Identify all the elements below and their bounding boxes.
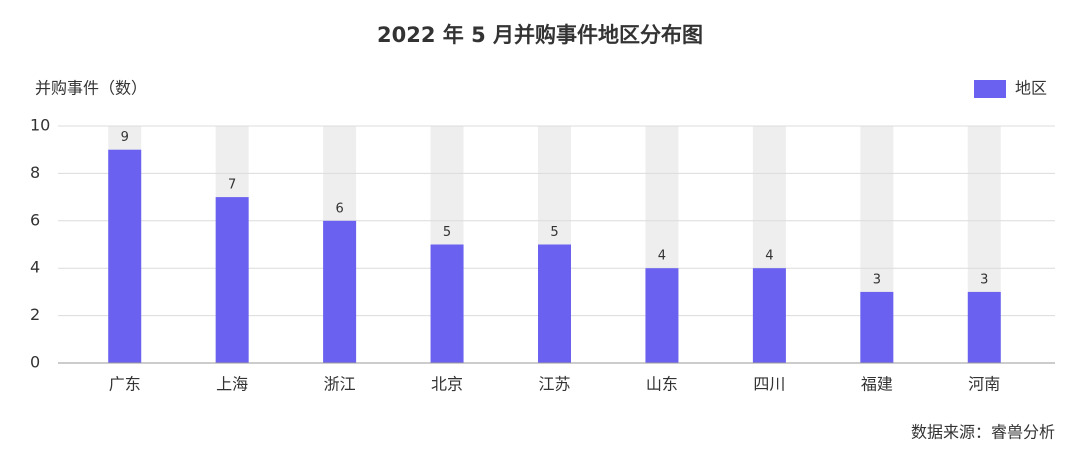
x-tick-label: 山东 — [646, 375, 678, 394]
y-tick-label: 0 — [30, 353, 40, 372]
data-label: 3 — [980, 272, 988, 287]
x-tick-label: 河南 — [968, 375, 1000, 394]
bar — [108, 149, 142, 363]
data-label: 5 — [550, 225, 558, 240]
legend-swatch — [974, 80, 1006, 98]
y-tick-label: 6 — [30, 210, 40, 229]
data-label: 3 — [873, 272, 881, 287]
y-tick-label: 2 — [30, 305, 40, 324]
bar — [967, 291, 1001, 363]
y-axis-label: 并购事件（数） — [35, 79, 147, 98]
legend-label: 地区 — [1015, 79, 1047, 98]
bar — [645, 268, 679, 363]
x-tick-label: 福建 — [861, 375, 893, 394]
x-tick-label: 广东 — [109, 375, 141, 394]
x-tick-label: 上海 — [216, 375, 248, 394]
data-label: 6 — [335, 201, 343, 216]
bar — [215, 197, 249, 363]
y-tick-label: 8 — [30, 163, 40, 182]
data-label: 7 — [228, 178, 236, 193]
x-tick-label: 江苏 — [538, 375, 570, 394]
bar — [752, 268, 786, 363]
bar — [323, 220, 357, 363]
y-tick-label: 4 — [30, 258, 40, 277]
data-label: 4 — [658, 249, 666, 264]
data-label: 4 — [765, 249, 773, 264]
source-note: 数据来源：睿兽分析 — [911, 423, 1055, 442]
data-label: 9 — [121, 130, 129, 145]
bar — [860, 291, 894, 363]
bar — [430, 244, 464, 363]
y-tick-label: 10 — [30, 116, 50, 135]
x-tick-label: 四川 — [753, 375, 785, 394]
x-tick-label: 北京 — [431, 375, 463, 394]
bar — [538, 244, 571, 363]
x-tick-label: 浙江 — [324, 375, 356, 394]
data-label: 5 — [443, 225, 451, 240]
chart-title: 2022 年 5 月并购事件地区分布图 — [377, 23, 703, 47]
